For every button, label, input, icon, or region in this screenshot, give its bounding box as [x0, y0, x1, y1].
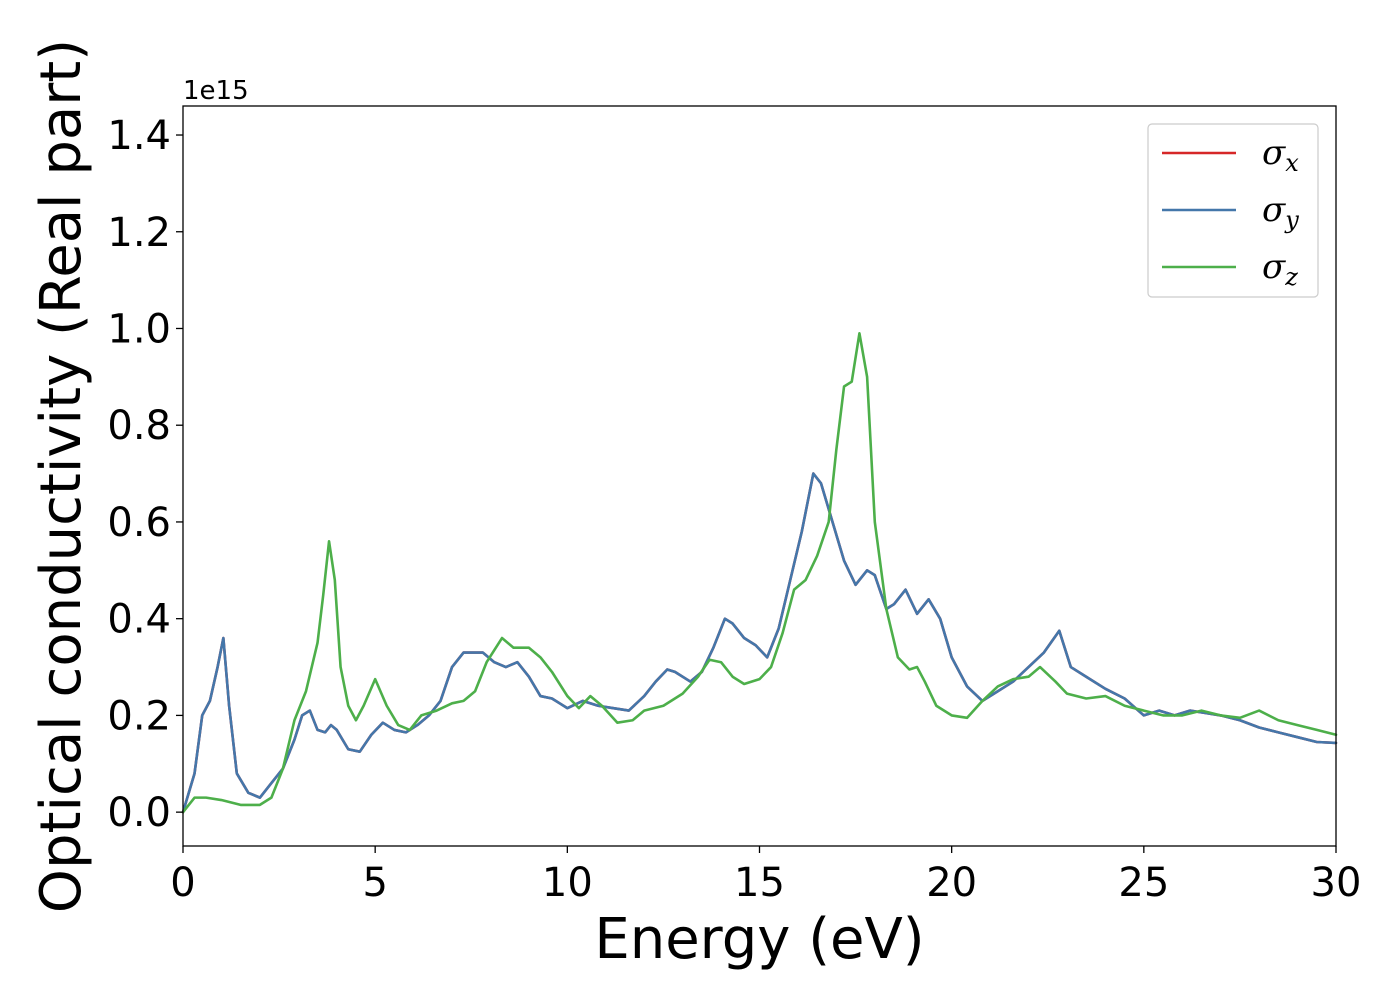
y-tick-label: 1.0 — [107, 306, 171, 352]
y-axis-title: Optical conductivity (Real part) — [29, 39, 94, 913]
x-tick-label: 5 — [362, 860, 387, 906]
y-tick-label: 0.2 — [107, 693, 171, 739]
x-tick-label: 20 — [926, 860, 977, 906]
y-tick-label: 0.6 — [107, 500, 171, 546]
y-tick-label: 1.4 — [107, 113, 171, 159]
legend: σx σy σz — [1147, 123, 1319, 298]
y-tick-label: 1.2 — [107, 210, 171, 256]
legend-label-x: σx — [1262, 133, 1299, 177]
y-axis-ticks: 0.0 0.2 0.4 0.6 0.8 1.0 1.2 1.4 — [107, 113, 183, 836]
x-tick-label: 30 — [1311, 860, 1362, 906]
y-tick-label: 0.8 — [107, 403, 171, 449]
x-tick-label: 15 — [734, 860, 785, 906]
x-tick-label: 10 — [542, 860, 593, 906]
y-tick-label: 0.4 — [107, 597, 171, 643]
legend-label-z: σz — [1262, 247, 1298, 291]
x-tick-label: 0 — [170, 860, 195, 906]
series-line-y — [181, 472, 1338, 814]
y-tick-label: 0.0 — [107, 790, 171, 836]
x-axis-ticks: 0 5 10 15 20 25 30 — [170, 846, 1361, 906]
x-tick-label: 25 — [1118, 860, 1169, 906]
plot-background — [183, 106, 1336, 846]
x-axis-title: Energy (eV) — [594, 907, 924, 972]
series-line-z — [181, 332, 1338, 814]
series-layer — [181, 332, 1338, 814]
y-offset-text: 1e15 — [183, 76, 249, 106]
legend-label-y: σy — [1262, 190, 1299, 234]
